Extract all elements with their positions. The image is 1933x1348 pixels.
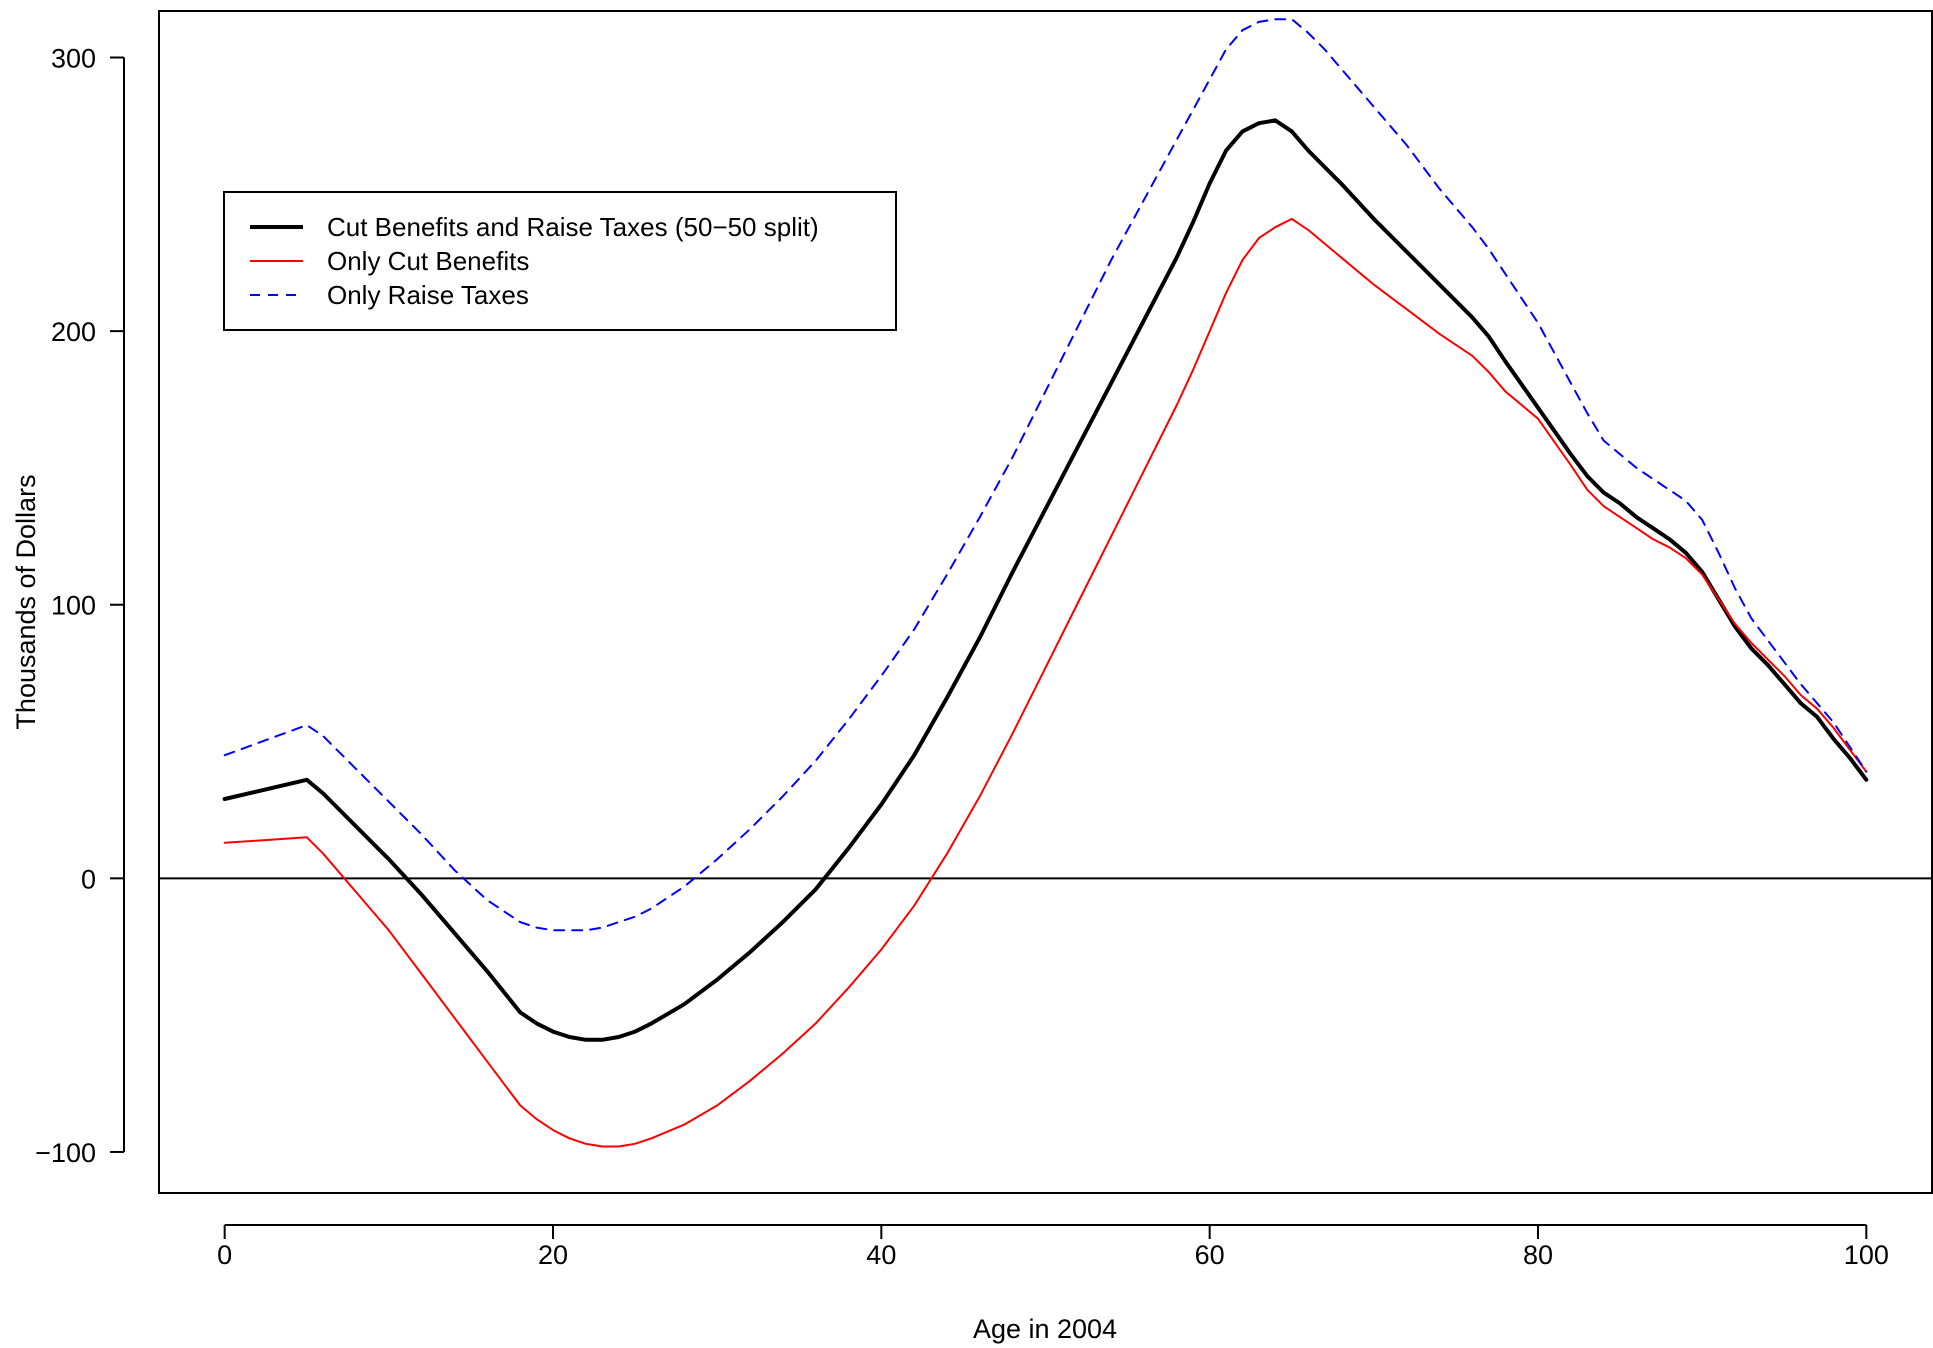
series-layer <box>222 18 1869 1148</box>
y-axis-title: Thousands of Dollars <box>11 474 41 729</box>
y-tick-label: 100 <box>51 591 96 621</box>
series-line-only-cut-benefits <box>223 217 1868 1148</box>
x-tick-label: 20 <box>538 1240 568 1270</box>
x-tick-label: 0 <box>217 1240 232 1270</box>
y-axis: −100 0 100 200 300 <box>35 44 125 1168</box>
legend-label-cut-benefits: Only Cut Benefits <box>327 246 529 276</box>
legend-label-combined: Cut Benefits and Raise Taxes (50−50 spli… <box>327 212 819 242</box>
x-tick-label: 40 <box>866 1240 896 1270</box>
x-tick-label: 60 <box>1195 1240 1225 1270</box>
y-tick-label: −100 <box>35 1138 96 1168</box>
legend: Cut Benefits and Raise Taxes (50−50 spli… <box>223 191 897 331</box>
x-axis: 0 20 40 60 80 100 <box>217 1224 1889 1270</box>
legend-label-raise-taxes: Only Raise Taxes <box>327 280 529 310</box>
x-tick-label: 100 <box>1844 1240 1889 1270</box>
x-tick-label: 80 <box>1523 1240 1553 1270</box>
plot-area-frame <box>158 10 1933 1194</box>
legend-box <box>223 191 897 331</box>
y-tick-label: 300 <box>51 44 96 74</box>
x-axis-title: Age in 2004 <box>973 1314 1117 1344</box>
series-line-only-raise-taxes <box>223 18 1868 932</box>
series-line-cut-benefits-and-raise-taxes-50-50-split <box>222 118 1869 1042</box>
y-tick-label: 0 <box>81 864 96 894</box>
y-tick-label: 200 <box>51 317 96 347</box>
